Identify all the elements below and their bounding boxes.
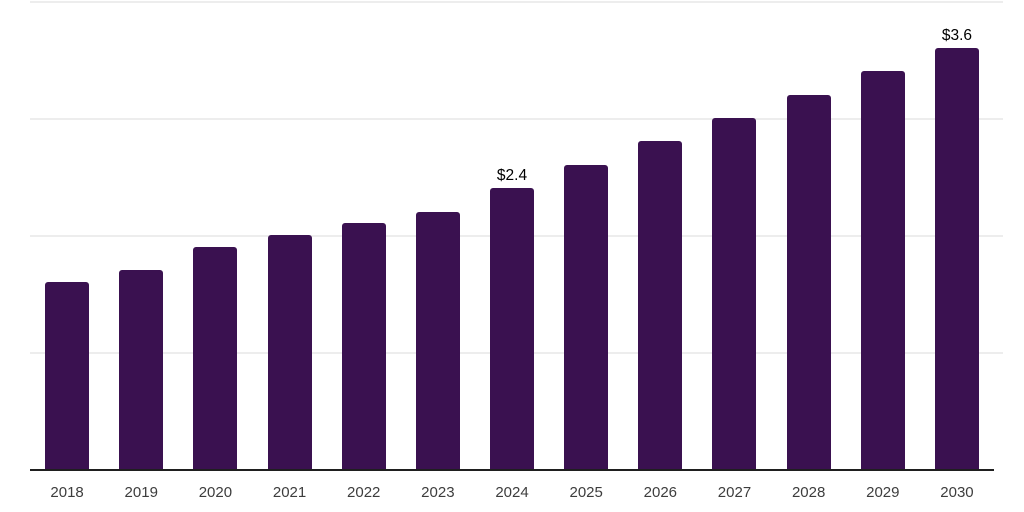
bar-slot-2023 [401,1,475,469]
x-tick-label-2022: 2022 [347,484,381,501]
data-label-2030: $3.6 [941,26,973,44]
bar-2029 [860,71,905,469]
gridline-4 [30,1,1003,3]
x-tick-label-2020: 2020 [198,484,233,501]
x-tick-label-2021: 2021 [272,484,307,501]
x-axis-line [30,468,994,471]
x-tick-label-2024: 2024 [495,484,529,501]
bar-2028 [786,94,831,469]
data-label-2024: $2.4 [496,167,528,185]
bar-slot-2022 [327,1,401,469]
bar-slot-2020 [178,1,252,469]
bar-slot-2030: $3.6 [920,1,994,469]
x-tick-label-2029: 2029 [866,484,900,501]
bar-2019 [119,270,164,469]
x-tick-label-2030: 2030 [940,484,974,501]
bar-2020 [193,246,238,469]
bar-slot-2026 [623,1,697,469]
bar-2018 [45,281,90,469]
x-axis-labels: 2018 2019 2020 2021 2022 2023 2024 2025 2026 2027… [30,484,994,501]
x-tick-label-2025: 2025 [569,484,603,501]
bar-slot-2021 [252,1,326,469]
gridline-3 [30,118,1003,120]
x-tick-label-2019: 2019 [124,484,158,501]
bar-2026 [638,141,683,469]
bar-2030 [934,47,979,469]
x-tick-label-2023: 2023 [421,484,455,501]
plot-area: $2.4 $3.6 [30,1,994,469]
bar-slot-2028 [772,1,846,469]
bar-2023 [415,211,460,469]
bar-2022 [341,223,386,469]
bar-slot-2029 [846,1,920,469]
bar-slot-2027 [697,1,771,469]
x-tick-label-2027: 2027 [717,484,752,501]
bar-2021 [267,235,312,469]
x-tick-label-2026: 2026 [643,484,678,501]
bar-2027 [712,118,757,469]
bar-2025 [564,164,609,469]
bar-slot-2019 [104,1,178,469]
x-tick-label-2018: 2018 [50,484,84,501]
bar-slot-2024: $2.4 [475,1,549,469]
bar-slot-2025 [549,1,623,469]
bar-slot-2018 [30,1,104,469]
x-tick-label-2028: 2028 [791,484,826,501]
bar-2024 [490,188,535,469]
